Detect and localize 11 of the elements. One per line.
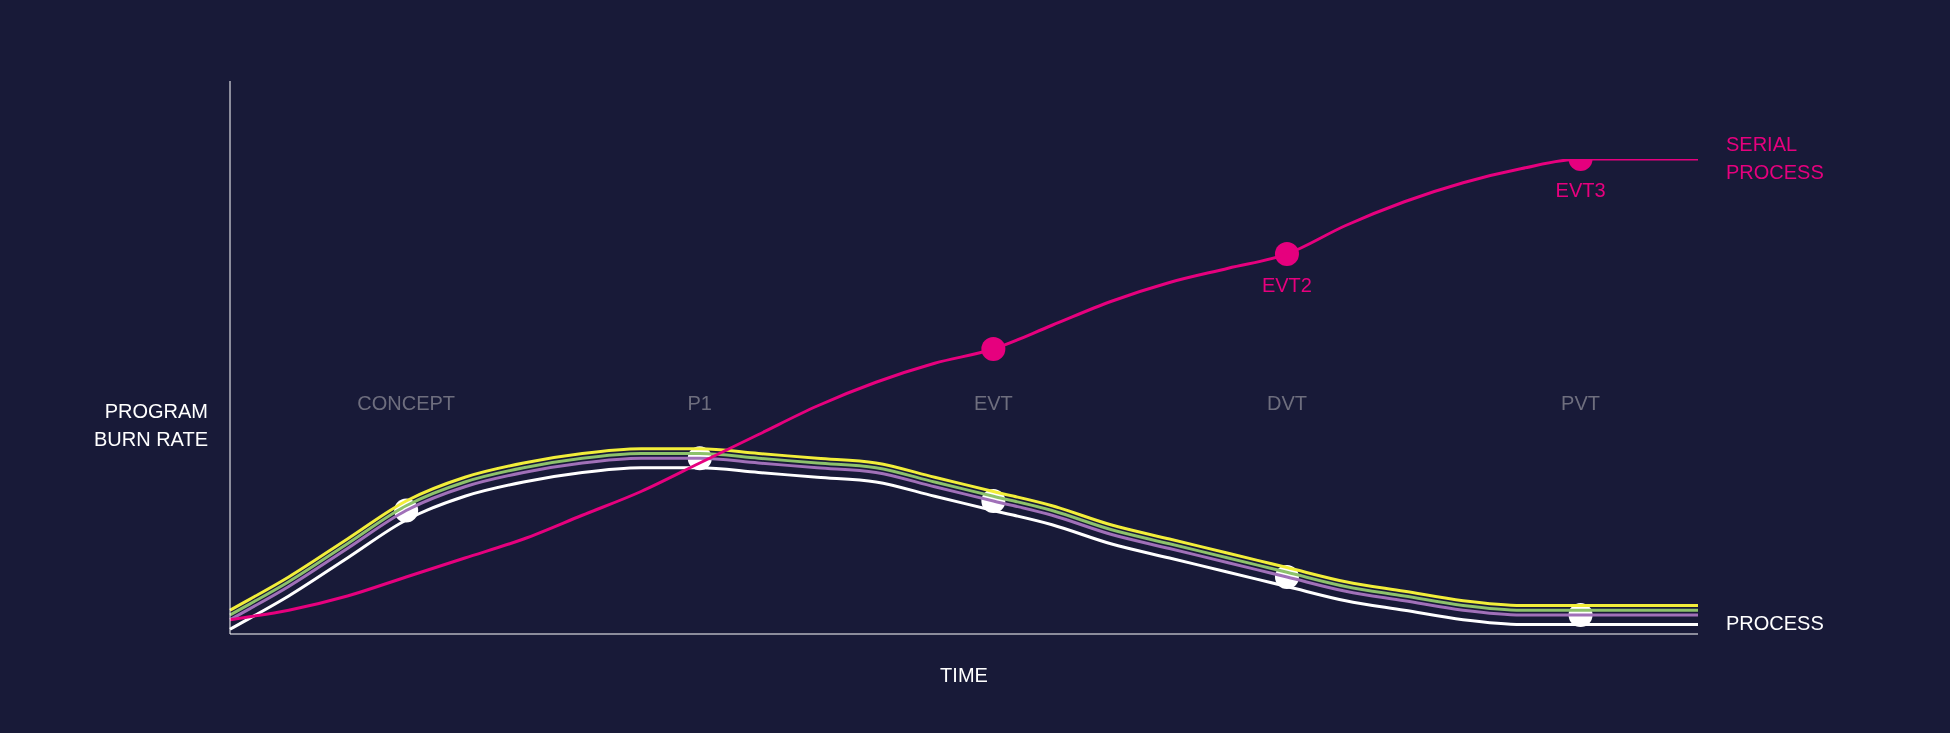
x-tick-label: DVT [1266,391,1307,414]
series-label: PROCESS [1726,612,1824,635]
y-axis-title: PROGRAM BURN RATE [92,399,208,452]
x-tick-label: EVT [973,391,1013,414]
x-axis-title: TIME [939,663,989,688]
x-tick-label: P1 [687,391,712,414]
annotation: EVT2 [1261,273,1312,296]
annotation: EVT3 [1555,178,1606,201]
series-label: SERIAL PROCESS [1726,132,1824,183]
x-tick-label: PVT [1561,391,1601,414]
x-tick-label: CONCEPT [357,391,456,414]
